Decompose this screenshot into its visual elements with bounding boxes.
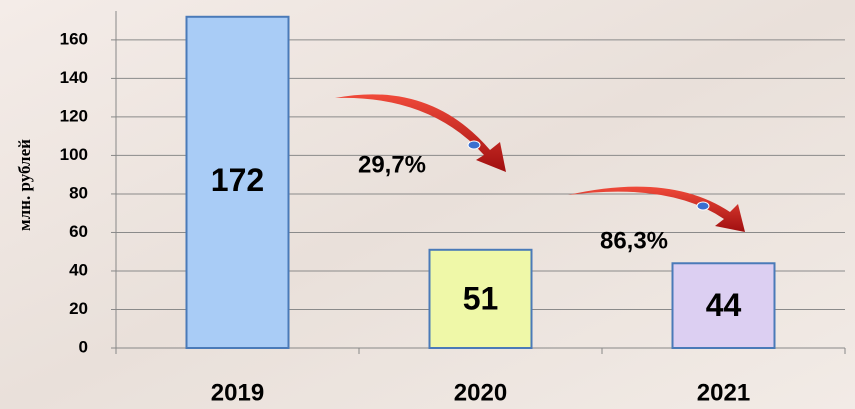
x-tick-label: 2020 [454, 379, 507, 406]
y-tick-label: 120 [60, 106, 88, 125]
value-label: 51 [463, 280, 499, 316]
y-tick-label: 60 [69, 222, 88, 241]
arrow [335, 94, 506, 172]
x-tick-label: 2021 [697, 379, 750, 406]
y-axis-label: млн. рублей [15, 139, 34, 231]
y-tick-label: 20 [69, 299, 88, 318]
y-tick-label: 40 [69, 260, 88, 279]
y-tick-label: 80 [69, 183, 88, 202]
value-label: 172 [211, 162, 264, 198]
value-label: 44 [706, 287, 742, 323]
bar [185, 15, 290, 350]
bar [671, 262, 776, 350]
y-tick-label: 0 [79, 337, 88, 356]
arrow [568, 186, 745, 232]
annotation: 29,7% [358, 151, 426, 178]
bar [428, 248, 533, 349]
y-tick-label: 100 [60, 145, 88, 164]
arrow-dot [696, 201, 710, 211]
y-tick-label: 140 [60, 68, 88, 87]
annotation: 86,3% [600, 227, 668, 254]
x-tick-label: 2019 [211, 379, 264, 406]
y-tick-label: 160 [60, 29, 88, 48]
arrow-dot [467, 140, 481, 150]
